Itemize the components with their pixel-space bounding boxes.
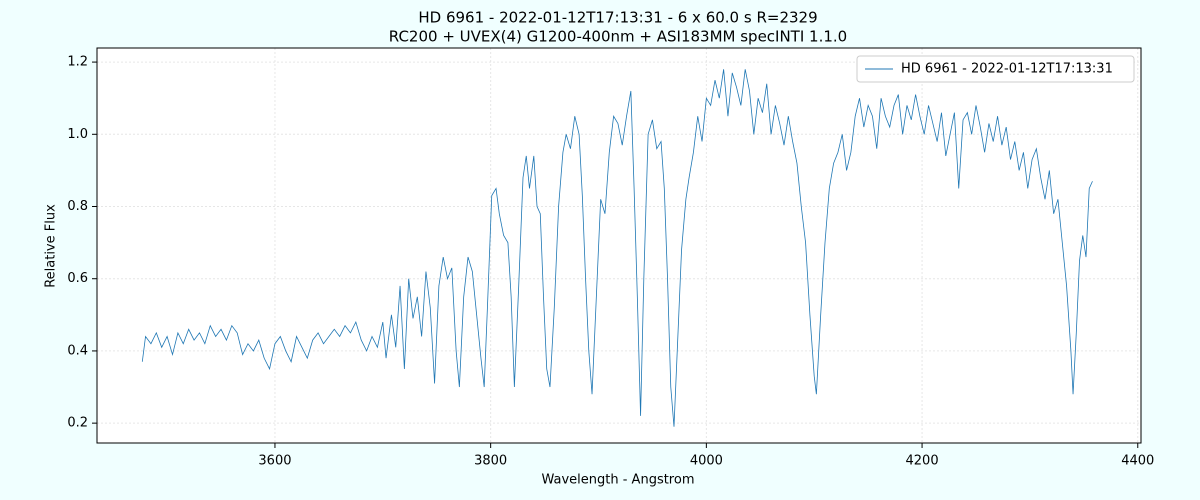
y-tick-label: 0.4 <box>67 343 88 358</box>
plot-area <box>97 48 1141 443</box>
y-tick-label: 0.8 <box>67 199 88 214</box>
legend-label: HD 6961 - 2022-01-12T17:13:31 <box>901 62 1113 77</box>
chart-subtitle: RC200 + UVEX(4) G1200-400nm + ASI183MM s… <box>389 28 847 46</box>
y-axis-label: Relative Flux <box>44 204 59 288</box>
legend-box <box>856 55 1135 83</box>
series-line <box>141 69 1093 427</box>
x-tick-label: 3600 <box>258 454 291 469</box>
plot-frame <box>96 47 1142 444</box>
chart-title: HD 6961 - 2022-01-12T17:13:31 - 6 x 60.0… <box>418 9 817 27</box>
x-axis-label: Wavelength - Angstrom <box>541 473 694 488</box>
x-tick-label: 4000 <box>690 454 723 469</box>
x-tick-label: 4200 <box>906 454 939 469</box>
y-tick-label: 0.6 <box>67 271 88 286</box>
y-tick-label: 1.2 <box>67 55 88 70</box>
y-tick-label: 0.2 <box>67 416 88 431</box>
x-tick-label: 3800 <box>474 454 507 469</box>
x-tick-label: 4400 <box>1121 454 1154 469</box>
y-tick-label: 1.0 <box>67 127 88 142</box>
